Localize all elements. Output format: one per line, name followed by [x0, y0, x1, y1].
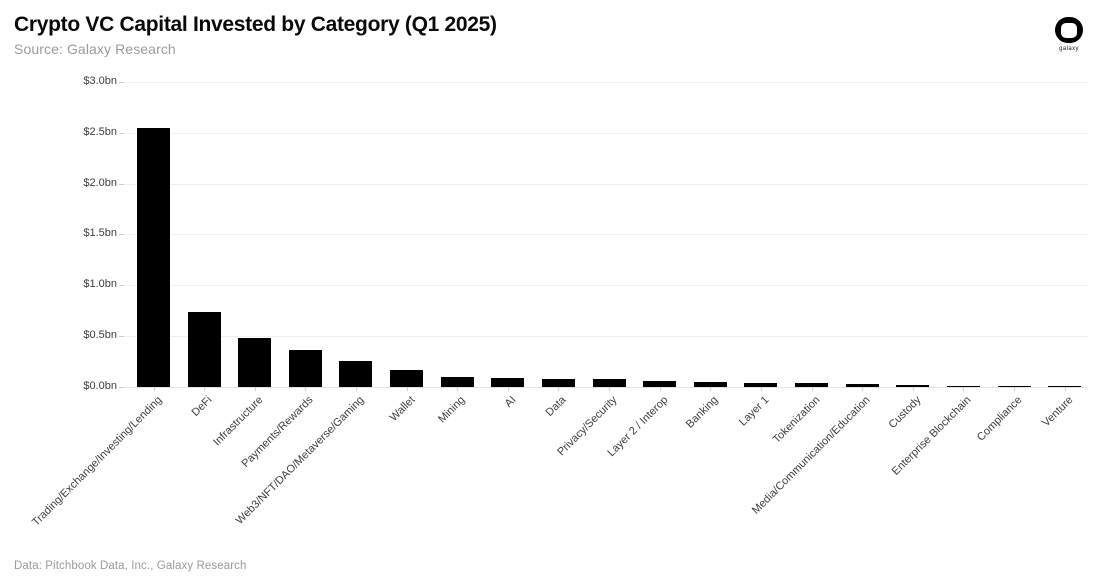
- x-axis-line: [123, 387, 1088, 388]
- x-axis-tick: [912, 387, 914, 391]
- bar-ai: [491, 377, 525, 387]
- header: Crypto VC Capital Invested by Category (…: [14, 12, 497, 57]
- bar-mining: [440, 376, 474, 387]
- bar-data: [541, 378, 575, 387]
- gridline: [125, 234, 1088, 236]
- footer-credit: Data: Pitchbook Data, Inc., Galaxy Resea…: [14, 560, 247, 572]
- bar-trading-exchange-investing-lending: [137, 127, 170, 387]
- bar-payments-rewards: [288, 350, 322, 387]
- bar-banking: [693, 381, 727, 387]
- y-axis-label: $2.5bn: [83, 125, 117, 138]
- y-axis-label: $0.5bn: [83, 329, 117, 342]
- x-axis-tick: [507, 387, 509, 391]
- y-axis-label: $2.0bn: [83, 176, 117, 189]
- x-axis-tick: [355, 387, 357, 391]
- x-axis-tick: [305, 387, 307, 391]
- x-axis-tick: [760, 387, 762, 391]
- x-axis-tick: [558, 387, 560, 391]
- chart-title: Crypto VC Capital Invested by Category (…: [14, 13, 497, 36]
- y-axis-tick: [119, 285, 124, 287]
- gridline: [125, 336, 1088, 338]
- galaxy-logo-text: galaxy: [1059, 46, 1079, 52]
- bar-custody: [896, 385, 930, 387]
- bar-defi: [187, 311, 221, 387]
- x-axis-tick: [710, 387, 712, 391]
- y-axis-label: $1.0bn: [83, 278, 117, 291]
- y-axis-label: $3.0bn: [83, 74, 117, 87]
- bar-enterprise-blockchain: [946, 385, 980, 387]
- bar-media-communication-education: [845, 383, 879, 387]
- bar-privacy-security: [592, 378, 626, 387]
- bar-wallet: [390, 369, 424, 387]
- x-axis-tick: [457, 387, 459, 391]
- y-axis-tick: [119, 81, 124, 83]
- gridline: [125, 183, 1088, 185]
- x-axis-tick: [862, 387, 864, 391]
- bar-infrastructure: [238, 338, 272, 387]
- y-axis-tick: [119, 132, 124, 134]
- x-axis-tick: [1014, 387, 1016, 391]
- y-axis-label: $0.0bn: [83, 380, 117, 392]
- y-axis-tick: [119, 387, 124, 388]
- gridline: [125, 285, 1088, 287]
- gridline: [125, 132, 1088, 134]
- bar-venture: [1048, 386, 1082, 387]
- x-axis-tick: [406, 387, 408, 391]
- x-axis-tick: [659, 387, 661, 391]
- x-axis-tick: [1064, 387, 1066, 391]
- chart-subtitle: Source: Galaxy Research: [14, 41, 176, 58]
- galaxy-logo-icon-hole: [1061, 22, 1077, 38]
- x-axis-tick: [254, 387, 256, 391]
- bar-layer-2-interop: [643, 380, 677, 387]
- y-axis-tick: [119, 234, 124, 236]
- x-axis-tick: [204, 387, 206, 391]
- bar-layer-1: [744, 382, 778, 387]
- bar-tokenization: [795, 383, 829, 387]
- galaxy-logo-icon: [1055, 17, 1083, 43]
- bar-compliance: [997, 386, 1031, 387]
- gridline: [125, 81, 1088, 83]
- y-axis-tick: [119, 183, 124, 185]
- x-axis-tick: [963, 387, 965, 391]
- y-axis-label: $1.5bn: [83, 227, 117, 240]
- bar-web3-nft-dao-metaverse-gaming: [339, 360, 373, 387]
- y-axis-tick: [119, 336, 124, 338]
- x-axis-tick: [609, 387, 611, 391]
- x-axis-tick: [811, 387, 813, 391]
- x-axis-tick: [153, 387, 155, 391]
- galaxy-logo: galaxy: [1054, 17, 1084, 52]
